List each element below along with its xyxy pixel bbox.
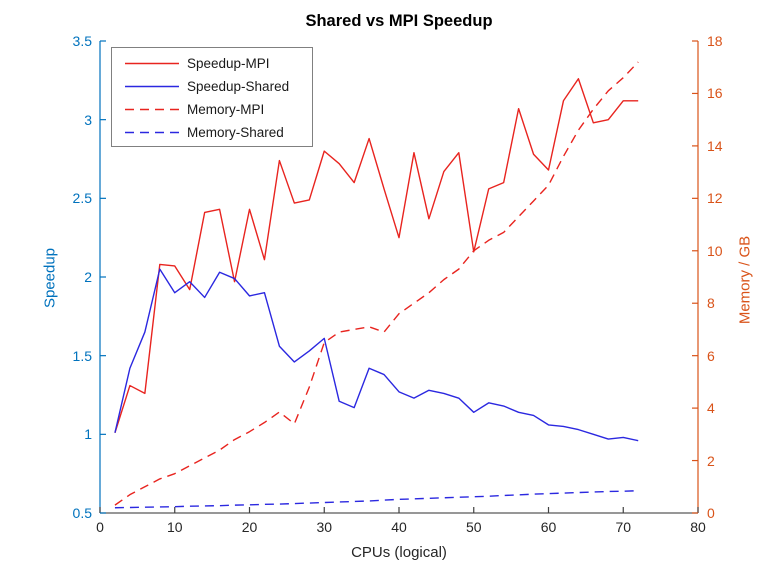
y-left-tick-label: 1.5 — [72, 347, 92, 364]
legend-label: Speedup-MPI — [187, 56, 270, 71]
x-tick-label: 0 — [96, 519, 104, 535]
y-left-tick-label: 2 — [84, 269, 92, 285]
legend-item-memory-mpi: Memory-MPI — [112, 98, 312, 121]
y-right-tick-label: 0 — [707, 505, 715, 521]
speedup-mpi-line — [114, 78, 639, 433]
legend-line-speedup-shared — [125, 85, 179, 88]
legend-label: Memory-MPI — [187, 102, 265, 117]
x-tick-label: 20 — [241, 519, 258, 535]
y-left-tick-label: 0.5 — [72, 505, 92, 521]
y-right-tick-label: 8 — [707, 295, 715, 312]
legend-label: Memory-Shared — [187, 125, 284, 140]
x-tick-label: 70 — [615, 519, 632, 535]
memory-mpi-line — [114, 61, 639, 506]
x-axis-label: CPUs (logical) — [351, 544, 447, 561]
x-tick-label: 80 — [690, 519, 706, 535]
x-tick-label: 50 — [465, 519, 482, 535]
plot-series — [114, 61, 639, 509]
legend: Speedup-MPI Speedup-Shared Memory-MPI Me… — [111, 47, 313, 147]
y-right-tick-label: 12 — [707, 190, 723, 207]
chart-title: Shared vs MPI Speedup — [305, 12, 493, 30]
legend-label: Speedup-Shared — [187, 79, 290, 94]
legend-line-memory-shared — [125, 131, 179, 134]
legend-item-speedup-mpi: Speedup-MPI — [112, 52, 312, 75]
y-right-tick-label: 2 — [707, 452, 715, 469]
y-axis-right-label: Memory / GB — [736, 235, 754, 325]
axis-ticks — [99, 40, 699, 514]
memory-shared-line — [114, 490, 639, 509]
y-left-tick-label: 3.5 — [72, 33, 92, 49]
legend-item-memory-shared: Memory-Shared — [112, 121, 312, 144]
y-right-tick-label: 14 — [707, 137, 723, 154]
y-right-tick-label: 18 — [707, 33, 723, 49]
x-tick-label: 30 — [316, 519, 333, 535]
y-left-tick-label: 3 — [84, 111, 92, 128]
y-right-tick-label: 4 — [707, 400, 715, 417]
x-tick-label: 10 — [166, 519, 183, 535]
y-left-tick-label: 1 — [84, 426, 92, 443]
legend-line-memory-mpi — [125, 108, 179, 111]
x-tick-label: 40 — [391, 519, 407, 535]
legend-item-speedup-shared: Speedup-Shared — [112, 75, 312, 98]
y-left-tick-label: 2.5 — [72, 190, 92, 207]
x-tick-label: 60 — [540, 519, 557, 535]
y-right-tick-label: 10 — [707, 242, 723, 259]
y-axis-left-label: Speedup — [41, 247, 59, 309]
y-right-tick-label: 6 — [707, 347, 715, 364]
y-right-tick-label: 16 — [707, 85, 723, 102]
speedup-shared-line — [114, 268, 639, 442]
legend-line-speedup-mpi — [125, 62, 179, 65]
